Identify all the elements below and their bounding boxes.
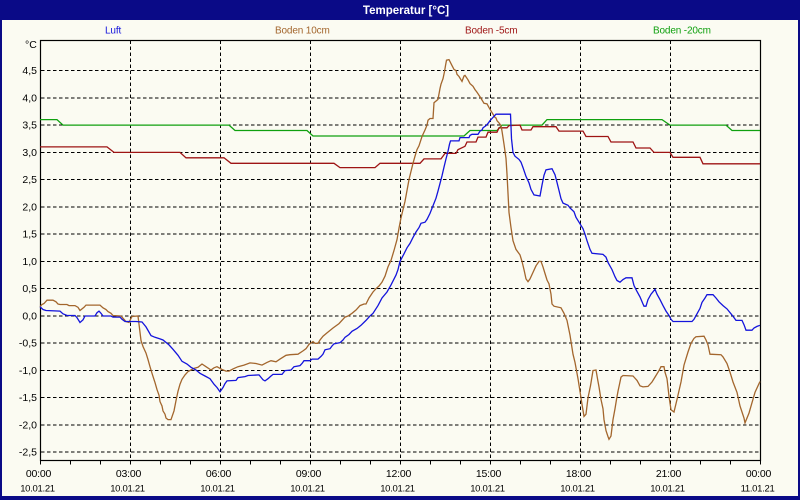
svg-text:Boden -5cm: Boden -5cm [465, 26, 517, 37]
svg-text:1,0: 1,0 [22, 256, 37, 268]
svg-text:10.01.21: 10.01.21 [560, 484, 595, 495]
svg-text:3,0: 3,0 [22, 147, 37, 159]
svg-text:11.01.21: 11.01.21 [741, 484, 775, 495]
svg-text:00:00: 00:00 [26, 468, 52, 480]
svg-text:10.01.21: 10.01.21 [20, 484, 55, 495]
svg-text:-2,5: -2,5 [19, 447, 37, 459]
svg-text:09:00: 09:00 [296, 468, 322, 480]
svg-text:°C: °C [25, 39, 37, 51]
svg-text:-1,5: -1,5 [19, 392, 37, 404]
svg-text:1,5: 1,5 [22, 229, 37, 241]
svg-text:10.01.21: 10.01.21 [650, 484, 685, 495]
svg-text:0,0: 0,0 [22, 310, 37, 322]
svg-text:4,0: 4,0 [22, 92, 37, 104]
svg-text:10.01.21: 10.01.21 [200, 484, 235, 495]
svg-text:10.01.21: 10.01.21 [380, 484, 415, 495]
svg-text:Luft: Luft [105, 26, 121, 37]
svg-text:18:00: 18:00 [566, 468, 592, 480]
svg-text:4,5: 4,5 [22, 65, 37, 77]
svg-text:10.01.21: 10.01.21 [470, 484, 505, 495]
svg-text:2,0: 2,0 [22, 201, 37, 213]
svg-text:Boden 10cm: Boden 10cm [275, 26, 330, 37]
svg-text:2,5: 2,5 [22, 174, 37, 186]
svg-text:00:00: 00:00 [746, 468, 772, 480]
svg-text:-1,0: -1,0 [19, 365, 37, 377]
svg-text:10.01.21: 10.01.21 [290, 484, 325, 495]
svg-text:10.01.21: 10.01.21 [110, 484, 145, 495]
svg-text:03:00: 03:00 [116, 468, 142, 480]
svg-text:Temperatur [°C]: Temperatur [°C] [363, 5, 449, 17]
svg-text:-0,5: -0,5 [19, 338, 37, 350]
svg-text:-2,0: -2,0 [19, 419, 37, 431]
svg-text:12:00: 12:00 [386, 468, 412, 480]
svg-text:21:00: 21:00 [656, 468, 682, 480]
svg-text:06:00: 06:00 [206, 468, 232, 480]
svg-text:15:00: 15:00 [476, 468, 502, 480]
svg-text:Boden -20cm: Boden -20cm [653, 26, 711, 37]
svg-text:3,5: 3,5 [22, 120, 37, 132]
svg-text:0,5: 0,5 [22, 283, 37, 295]
